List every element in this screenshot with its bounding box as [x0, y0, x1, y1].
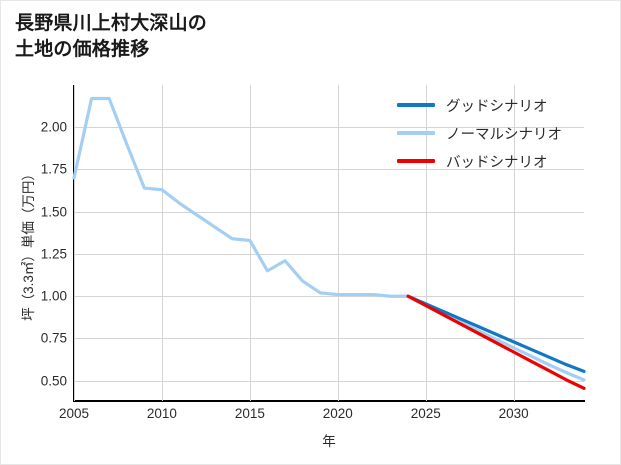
y-tick-label: 1.75	[40, 161, 67, 177]
gridline-horizontal	[74, 253, 584, 255]
legend-color-swatch	[397, 159, 435, 163]
x-axis-spine	[73, 400, 585, 402]
x-tick-label: 2020	[322, 406, 353, 421]
gridline-horizontal	[74, 296, 584, 298]
y-tick-label: 2.00	[40, 119, 67, 135]
legend-item[interactable]: バッドシナリオ	[397, 147, 607, 175]
chart-title: 長野県川上村大深山の 土地の価格推移	[15, 13, 208, 60]
x-tick-label: 2025	[410, 406, 441, 421]
x-tick-label: 2005	[58, 406, 90, 421]
x-tick-label: 2010	[146, 406, 177, 421]
gridline-horizontal	[74, 127, 584, 129]
plot-area	[72, 85, 586, 401]
legend-item-label: ノーマルシナリオ	[446, 126, 562, 143]
y-tick-label: 0.75	[40, 330, 67, 346]
gridline-vertical	[425, 85, 427, 401]
gridline-horizontal	[74, 338, 584, 340]
gridline-horizontal	[74, 169, 584, 171]
chart-legend: グッドシナリオ ノーマルシナリオ バッドシナリオ	[397, 91, 607, 175]
series-line	[406, 294, 586, 374]
legend-color-swatch	[397, 103, 435, 107]
series-line	[406, 294, 586, 390]
legend-item[interactable]: ノーマルシナリオ	[397, 119, 607, 147]
y-tick-label: 1.25	[40, 246, 67, 262]
gridline-vertical	[74, 85, 75, 401]
legend-item-label: バッドシナリオ	[446, 154, 548, 171]
x-axis-label: 年	[322, 434, 336, 449]
series-line	[72, 96, 586, 382]
gridline-vertical	[513, 85, 515, 401]
y-tick-label: 0.50	[40, 373, 67, 389]
gridline-vertical	[161, 85, 163, 401]
gridline-horizontal	[74, 380, 584, 382]
gridline-horizontal	[74, 211, 584, 213]
x-tick-label: 2030	[498, 406, 529, 421]
y-tick-label: 1.50	[40, 204, 67, 220]
gridline-vertical	[337, 85, 339, 401]
legend-item-label: グッドシナリオ	[446, 98, 548, 115]
y-tick-label: 1.00	[40, 288, 67, 304]
x-tick-label: 2015	[234, 406, 265, 421]
legend-color-swatch	[397, 131, 435, 135]
series-lines	[72, 96, 586, 390]
legend-item[interactable]: グッドシナリオ	[397, 91, 607, 119]
